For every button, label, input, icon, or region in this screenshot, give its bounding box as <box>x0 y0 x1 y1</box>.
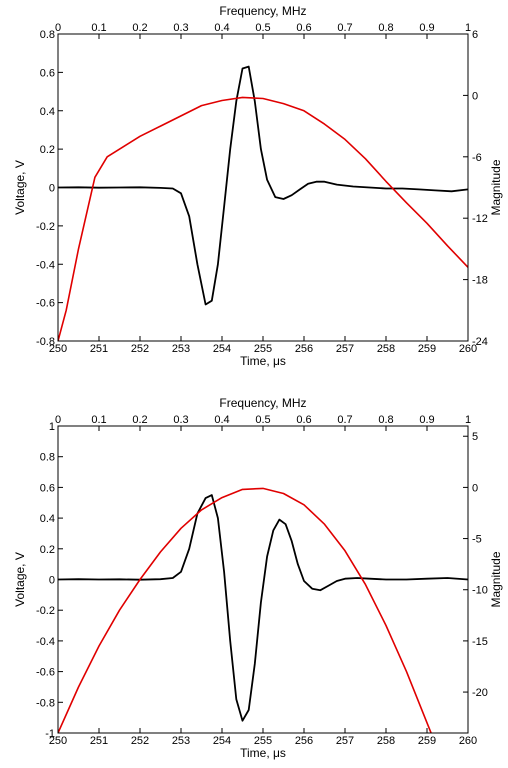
chart-0-y-tick-label: -0.4 <box>36 259 55 271</box>
chart-1-x2-tick-label: 1 <box>465 414 471 426</box>
chart-1-x-tick-label: 255 <box>254 735 272 747</box>
chart-0-x2-tick-label: 0.3 <box>173 22 188 34</box>
chart-1-x2-tick-label: 0.7 <box>337 414 352 426</box>
chart-1-y-tick-label: -0.4 <box>36 636 55 648</box>
chart-1-y2-tick-label: 5 <box>472 431 478 443</box>
chart-0-y2-tick-label: -6 <box>472 152 482 164</box>
chart-0-x2-tick-label: 0.8 <box>378 22 393 34</box>
chart-1-y-tick-label: 1 <box>49 421 55 433</box>
chart-0-x-tick-label: 252 <box>131 343 149 355</box>
chart-1-x2-tick-label: 0.4 <box>214 414 229 426</box>
chart-1-y2-tick-label: -20 <box>472 687 488 699</box>
chart-1-y2-tick-label: 0 <box>472 482 478 494</box>
chart-0-y2-tick-label: 6 <box>472 29 478 41</box>
chart-0-x2-axis-title: Frequency, MHz <box>219 4 306 18</box>
chart-top: 250 251 252 253 254 255 256 257 258 259 260 0 0.1 0.2… <box>13 4 503 368</box>
chart-0-y2-tick-label: 0 <box>472 90 478 102</box>
chart-0-y2-tick-label: -18 <box>472 275 488 287</box>
chart-1-y2-axis-title: Magnitude <box>489 551 503 607</box>
chart-0-y-tick-label: 0.2 <box>40 144 55 156</box>
chart-1-y-tick-label: -0.8 <box>36 697 55 709</box>
chart-1-y2-tick-label: -15 <box>472 636 488 648</box>
chart-1-x2-tick-label: 0.1 <box>91 414 106 426</box>
chart-0-x2-tick-label: 0.7 <box>337 22 352 34</box>
chart-0-x-tick-label: 254 <box>213 343 231 355</box>
chart-1-x-tick-label: 257 <box>336 735 354 747</box>
chart-1-x-tick-label: 258 <box>377 735 395 747</box>
chart-0-y-tick-label: 0.4 <box>40 106 55 118</box>
chart-1-x2-tick-label: 0.3 <box>173 414 188 426</box>
chart-0-waveform-line <box>58 65 468 306</box>
chart-1-x2-tick-label: 0.6 <box>296 414 311 426</box>
chart-0-x-tick-label: 256 <box>295 343 313 355</box>
chart-0-x-tick-label: 257 <box>336 343 354 355</box>
chart-0-spectrum-line <box>58 96 468 341</box>
chart-0-x2-tick-label: 0.4 <box>214 22 229 34</box>
chart-0-x-tick-label: 250 <box>49 343 67 355</box>
chart-1-x-tick-label: 254 <box>213 735 231 747</box>
chart-bottom: 250 251 252 253 254 255 256 257 258 259 260 0 0.1 0.2… <box>13 396 503 760</box>
chart-0-x-tick-label: 253 <box>172 343 190 355</box>
chart-1-x-tick-label: 260 <box>459 735 477 747</box>
chart-1-x2-tick-label: 0.5 <box>255 414 270 426</box>
chart-1-x2-axis-title: Frequency, MHz <box>219 396 306 410</box>
chart-1-x2-tick-label: 0.8 <box>378 414 393 426</box>
chart-1-y2-tick-label: -10 <box>472 585 488 597</box>
chart-1-x2-tick-label: 0.9 <box>419 414 434 426</box>
chart-0-y2-tick-label: -12 <box>472 213 488 225</box>
chart-0-x2-tick-label: 0.5 <box>255 22 270 34</box>
chart-0-y-tick-label: -0.2 <box>36 221 55 233</box>
chart-1-x2-tick-label: 0 <box>55 414 61 426</box>
chart-0-y-axis-title: Voltage, V <box>13 160 27 215</box>
chart-1-y-tick-label: 0 <box>49 575 55 587</box>
chart-0-x2-tick-label: 0 <box>55 22 61 34</box>
chart-1-x-tick-label: 251 <box>90 735 108 747</box>
chart-1-x-tick-label: 252 <box>131 735 149 747</box>
chart-0-y-tick-label: 0.6 <box>40 67 55 79</box>
chart-0-y2-axis-title: Magnitude <box>489 159 503 215</box>
chart-1-x-tick-label: 253 <box>172 735 190 747</box>
chart-0-y-tick-label: 0 <box>49 183 55 195</box>
chart-0-y-tick-label: -0.6 <box>36 298 55 310</box>
chart-1-x-tick-label: 250 <box>49 735 67 747</box>
chart-0-x-tick-label: 258 <box>377 343 395 355</box>
chart-1-y-tick-label: -0.2 <box>36 605 55 617</box>
chart-1-y-tick-label: 0.4 <box>40 513 55 525</box>
chart-1-y2-tick-label: -5 <box>472 534 482 546</box>
chart-0-x2-tick-label: 0.6 <box>296 22 311 34</box>
chart-0-x2-tick-label: 0.1 <box>91 22 106 34</box>
chart-0-y2-tick-label: -24 <box>472 336 488 348</box>
chart-1-y-tick-label: -1 <box>45 728 55 740</box>
chart-0-x-tick-label: 255 <box>254 343 272 355</box>
chart-0-y-tick-label: -0.8 <box>36 336 55 348</box>
chart-1-waveform-line <box>58 494 468 722</box>
chart-0-x2-tick-label: 0.9 <box>419 22 434 34</box>
chart-0-x-tick-label: 251 <box>90 343 108 355</box>
chart-0-y-tick-label: 0.8 <box>40 29 55 41</box>
chart-1-x-tick-label: 256 <box>295 735 313 747</box>
chart-1-y-tick-label: 0.6 <box>40 482 55 494</box>
chart-1-x2-tick-label: 0.2 <box>132 414 147 426</box>
chart-0-x-axis-title: Time, μs <box>240 354 286 368</box>
chart-0-x-tick-label: 260 <box>459 343 477 355</box>
chart-1-spectrum-line <box>58 487 432 733</box>
chart-0-x-tick-label: 259 <box>418 343 436 355</box>
chart-0-x2-tick-label: 1 <box>465 22 471 34</box>
chart-1-x-axis-title: Time, μs <box>240 746 286 760</box>
chart-1-y-tick-label: 0.2 <box>40 544 55 556</box>
chart-1-y-tick-label: 0.8 <box>40 452 55 464</box>
chart-1-x-tick-label: 259 <box>418 735 436 747</box>
chart-1-y-axis-title: Voltage, V <box>13 552 27 607</box>
chart-0-x2-tick-label: 0.2 <box>132 22 147 34</box>
chart-1-y-tick-label: -0.6 <box>36 667 55 679</box>
